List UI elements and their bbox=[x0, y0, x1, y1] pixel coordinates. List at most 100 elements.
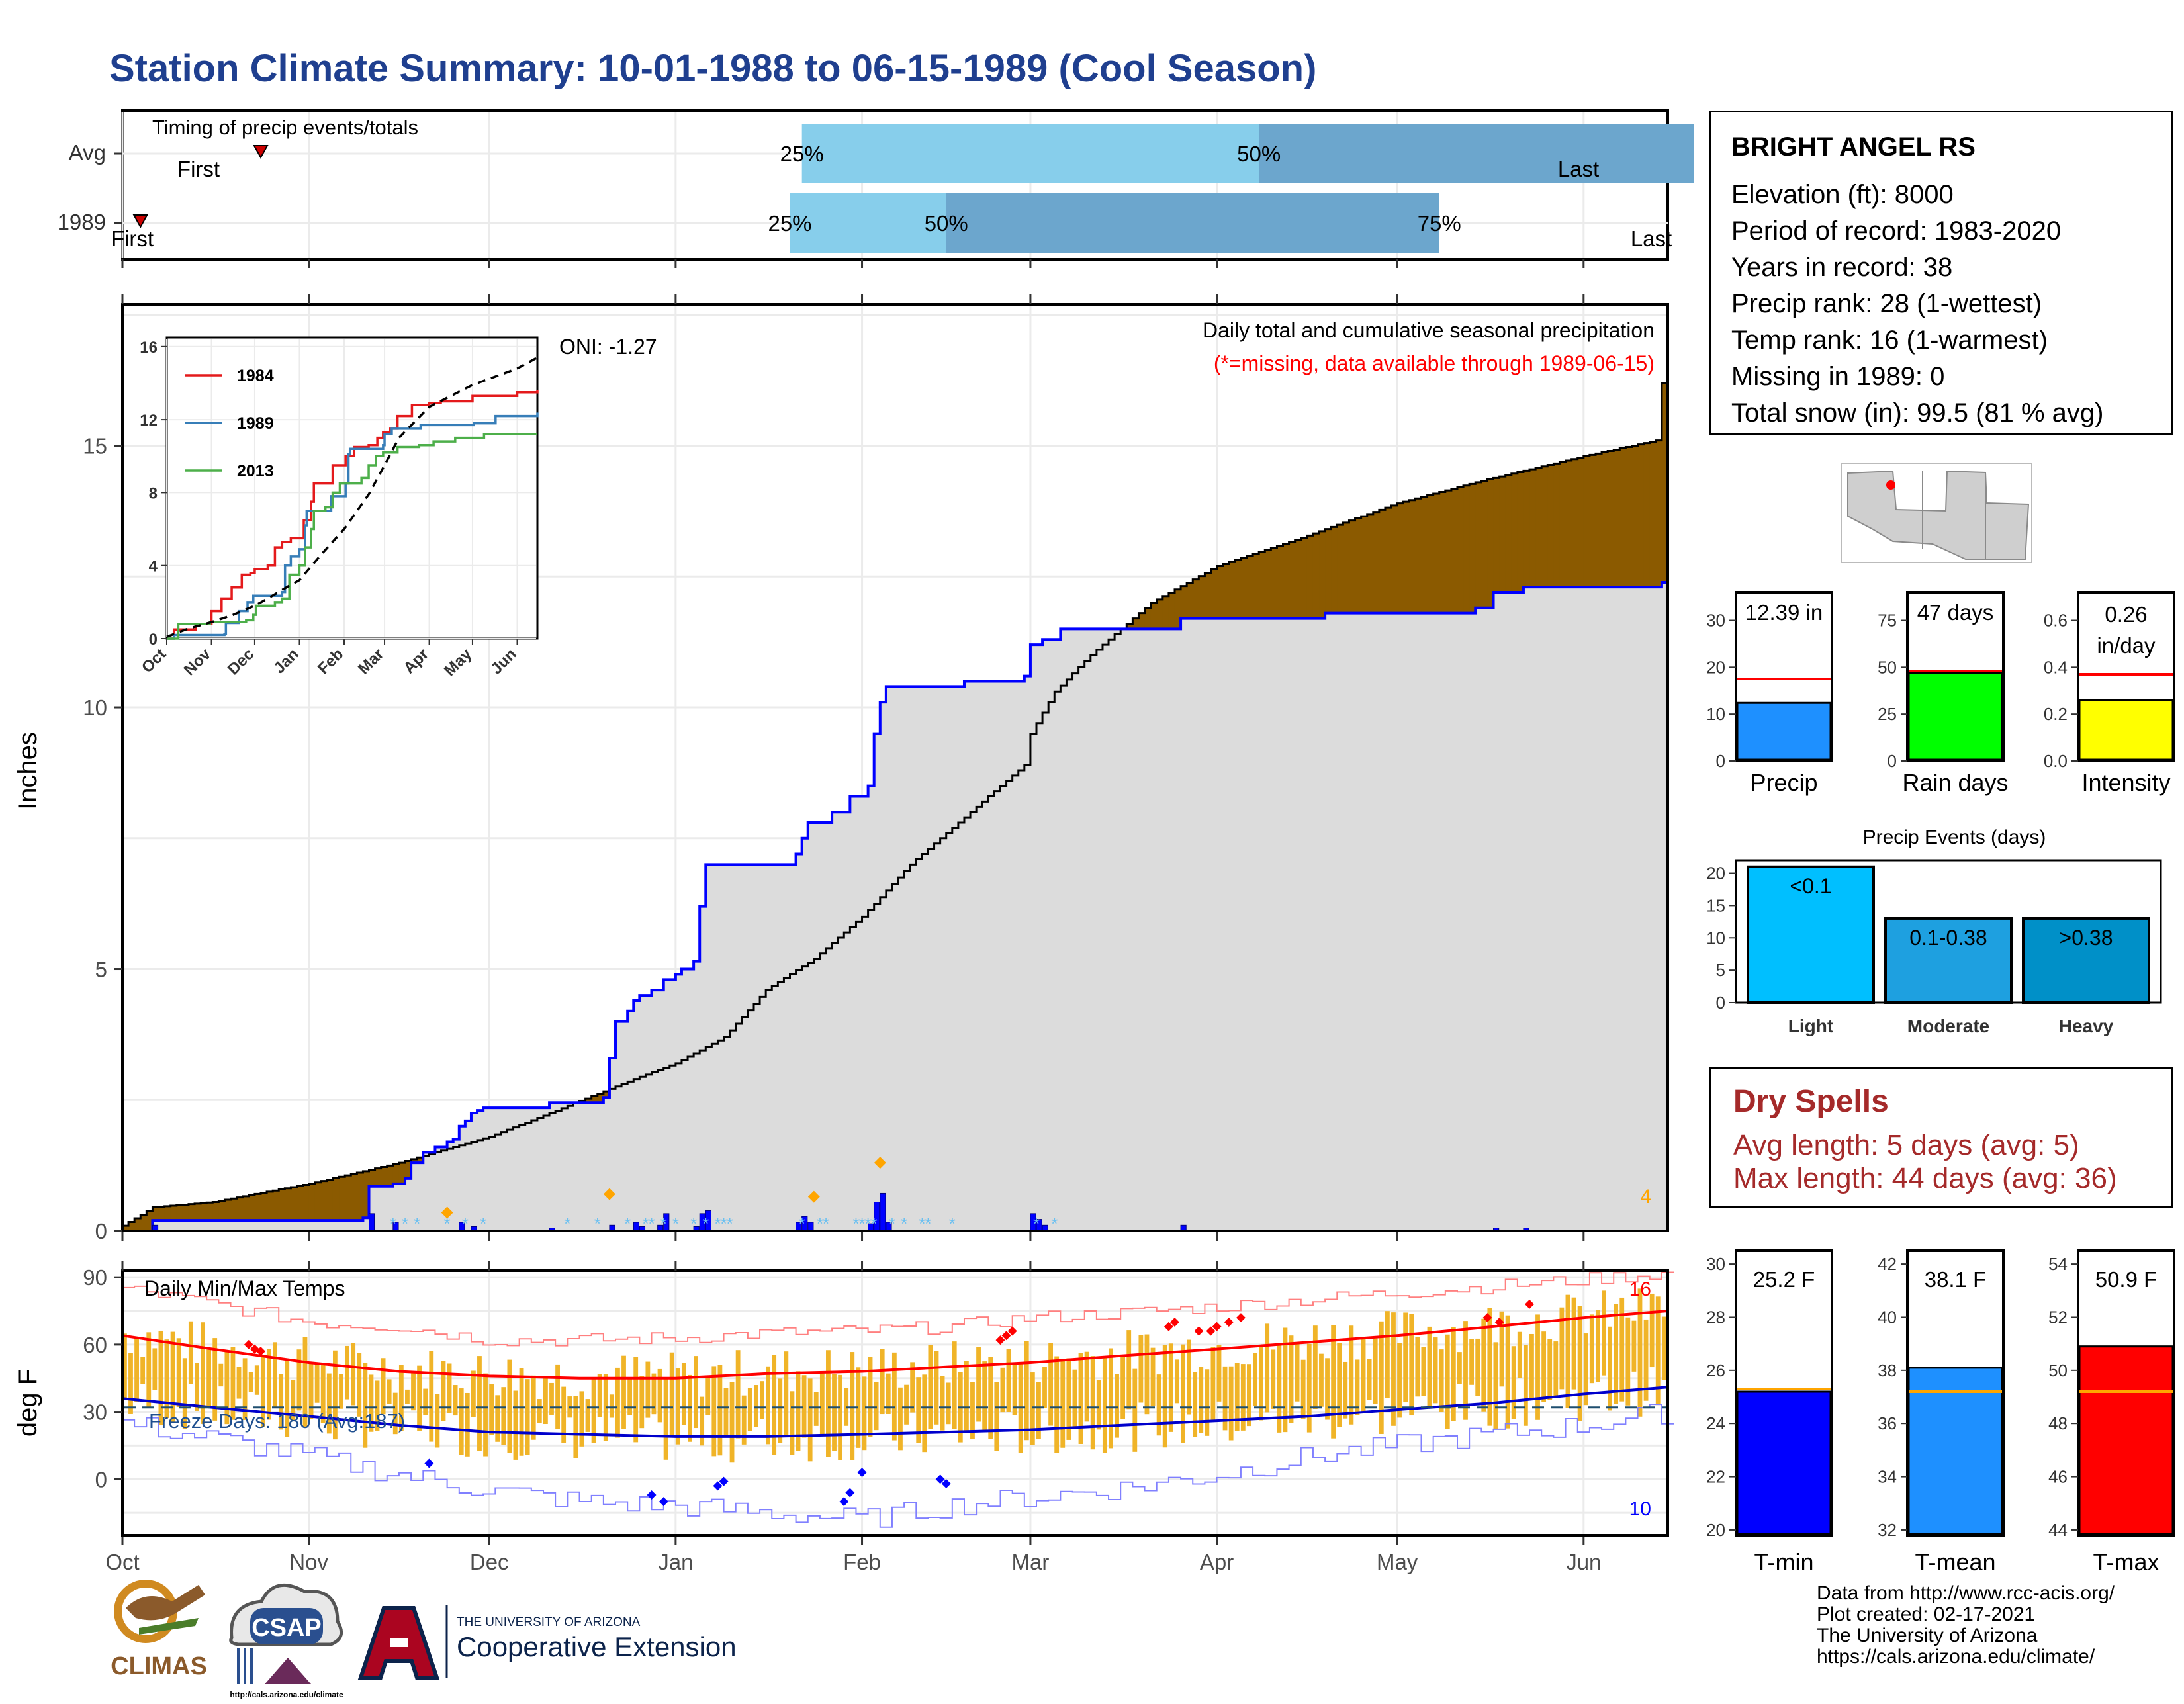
precip-chart: * * * * * * * * * ** * * * * *** * ** **** * * ** * * * 051015 … bbox=[13, 294, 1669, 1243]
snow-marker: * bbox=[1033, 1214, 1040, 1233]
above-average-fill bbox=[254, 1194, 261, 1221]
daily-temp-bar bbox=[1144, 1334, 1150, 1415]
daily-temp-bar bbox=[195, 1363, 199, 1411]
mini-bar-value-label: 0.26 bbox=[2105, 602, 2147, 627]
daily-temp-bar bbox=[1343, 1361, 1348, 1419]
dry-spells-box: Dry Spells Avg length: 5 days (avg: 5) M… bbox=[1709, 1067, 2173, 1208]
temp-bar-tick-label: 30 bbox=[1706, 1254, 1725, 1274]
above-average-fill bbox=[1511, 473, 1518, 593]
page-title: Station Climate Summary: 10-01-1988 to 0… bbox=[109, 47, 1317, 90]
daily-temp-bar bbox=[1277, 1343, 1282, 1433]
daily-temp-bar bbox=[633, 1357, 639, 1443]
daily-temp-bar bbox=[320, 1363, 326, 1423]
above-average-fill bbox=[351, 1174, 357, 1221]
precip-y-tick-label: 15 bbox=[83, 434, 107, 459]
mini-bar-tick-label: 0 bbox=[1888, 751, 1897, 771]
above-average-fill bbox=[1577, 457, 1584, 588]
daily-temp-bar bbox=[236, 1367, 242, 1399]
above-average-fill bbox=[1415, 498, 1422, 613]
above-average-fill bbox=[1181, 586, 1187, 619]
event-bar-moderate bbox=[1884, 917, 2013, 1005]
average-cumulative-line bbox=[122, 382, 1668, 1227]
mini-bar-tick-label: 75 bbox=[1878, 611, 1897, 631]
credit-university: The University of Arizona bbox=[1817, 1625, 2038, 1646]
month-label: Nov bbox=[289, 1550, 328, 1574]
daily-temp-bar bbox=[1349, 1325, 1354, 1425]
above-average-fill bbox=[1614, 449, 1620, 588]
snow-marker: * bbox=[865, 1214, 872, 1233]
dry-avg-length: Avg length: 5 days (avg: 5) bbox=[1733, 1129, 2079, 1161]
temp-y-tick-label: 30 bbox=[83, 1400, 107, 1425]
above-average-fill bbox=[411, 1159, 418, 1163]
temp-ylabel: deg F bbox=[13, 1369, 42, 1437]
mini-bar-tick-label: 0 bbox=[1716, 751, 1725, 771]
daily-temp-bar bbox=[453, 1385, 458, 1416]
daily-temp-bar bbox=[176, 1338, 181, 1408]
daily-temp-bar bbox=[387, 1379, 392, 1404]
month-label: Mar bbox=[1012, 1550, 1050, 1574]
daily-temp-bar bbox=[1283, 1327, 1288, 1433]
daily-temp-bar bbox=[447, 1363, 452, 1413]
snow-marker: * bbox=[414, 1214, 420, 1233]
above-average-fill bbox=[417, 1157, 424, 1163]
snow-marker: * bbox=[690, 1214, 697, 1233]
above-average-fill bbox=[1337, 525, 1343, 613]
daily-temp-bar bbox=[1306, 1343, 1312, 1433]
daily-temp-bar bbox=[688, 1374, 692, 1442]
above-average-fill bbox=[1475, 482, 1482, 608]
station-name: BRIGHT ANGEL RS bbox=[1731, 132, 1976, 161]
timing-bar-q1 bbox=[801, 124, 1259, 183]
above-average-fill bbox=[363, 1171, 370, 1218]
mini-bar-value-label-2: in/day bbox=[2097, 633, 2156, 658]
daily-temp-bar bbox=[182, 1358, 187, 1429]
daily-temp-bar bbox=[411, 1371, 416, 1411]
record-low-marker bbox=[845, 1488, 855, 1498]
snow-marker: * bbox=[462, 1214, 469, 1233]
above-average-fill bbox=[308, 1183, 316, 1221]
above-average-fill bbox=[1283, 544, 1290, 619]
above-average-fill bbox=[1439, 492, 1446, 613]
station-location-marker bbox=[1886, 480, 1895, 490]
snow-marker: * bbox=[624, 1214, 631, 1233]
daily-temp-bar bbox=[1511, 1346, 1516, 1419]
above-average-fill bbox=[212, 1202, 219, 1221]
daily-temp-bar bbox=[1602, 1290, 1606, 1376]
daily-temp-bar bbox=[1469, 1339, 1474, 1385]
daily-temp-bar bbox=[1391, 1312, 1396, 1426]
above-average-fill bbox=[375, 1168, 382, 1187]
timing-bar-q1 bbox=[790, 193, 946, 253]
daily-precip-bar bbox=[369, 1213, 375, 1232]
event-category-label: Light bbox=[1788, 1016, 1833, 1036]
daily-temp-bar bbox=[1319, 1353, 1324, 1407]
above-average-fill bbox=[1631, 445, 1639, 588]
above-average-fill bbox=[1174, 589, 1181, 629]
daily-temp-bar bbox=[1397, 1343, 1402, 1418]
inset-legend-label: 1984 bbox=[237, 367, 274, 385]
temp-bar-tick-label: 40 bbox=[1878, 1307, 1897, 1327]
daily-temp-bar bbox=[1265, 1323, 1270, 1413]
info-period: Period of record: 1983-2020 bbox=[1731, 216, 2062, 246]
daily-temp-bar bbox=[741, 1395, 747, 1445]
daily-temp-bar bbox=[1036, 1382, 1041, 1440]
daily-temp-bar bbox=[489, 1384, 494, 1435]
daily-temp-bar bbox=[1234, 1363, 1240, 1431]
timing-pct-label: 25% bbox=[780, 142, 824, 166]
above-average-fill bbox=[1433, 493, 1440, 613]
daily-temp-bar bbox=[639, 1376, 645, 1429]
daily-temp-bar bbox=[1583, 1333, 1588, 1406]
ua-name: THE UNIVERSITY OF ARIZONA bbox=[457, 1615, 641, 1629]
above-average-fill bbox=[176, 1205, 183, 1221]
above-average-fill bbox=[387, 1165, 394, 1187]
record-low-marker bbox=[857, 1468, 867, 1478]
daily-temp-bar bbox=[1553, 1341, 1559, 1396]
daily-temp-bar bbox=[1541, 1331, 1547, 1402]
daily-temp-bar bbox=[1571, 1297, 1576, 1390]
mini-bar-tick-label: 10 bbox=[1706, 704, 1725, 724]
daily-temp-bar bbox=[934, 1351, 939, 1425]
daily-temp-bar bbox=[1300, 1359, 1306, 1419]
daily-temp-bar bbox=[398, 1365, 404, 1431]
above-average-fill bbox=[152, 1207, 159, 1221]
daily-temp-bar bbox=[1253, 1353, 1257, 1406]
daily-temp-bar bbox=[1523, 1345, 1528, 1426]
daily-temp-bar bbox=[790, 1391, 795, 1455]
